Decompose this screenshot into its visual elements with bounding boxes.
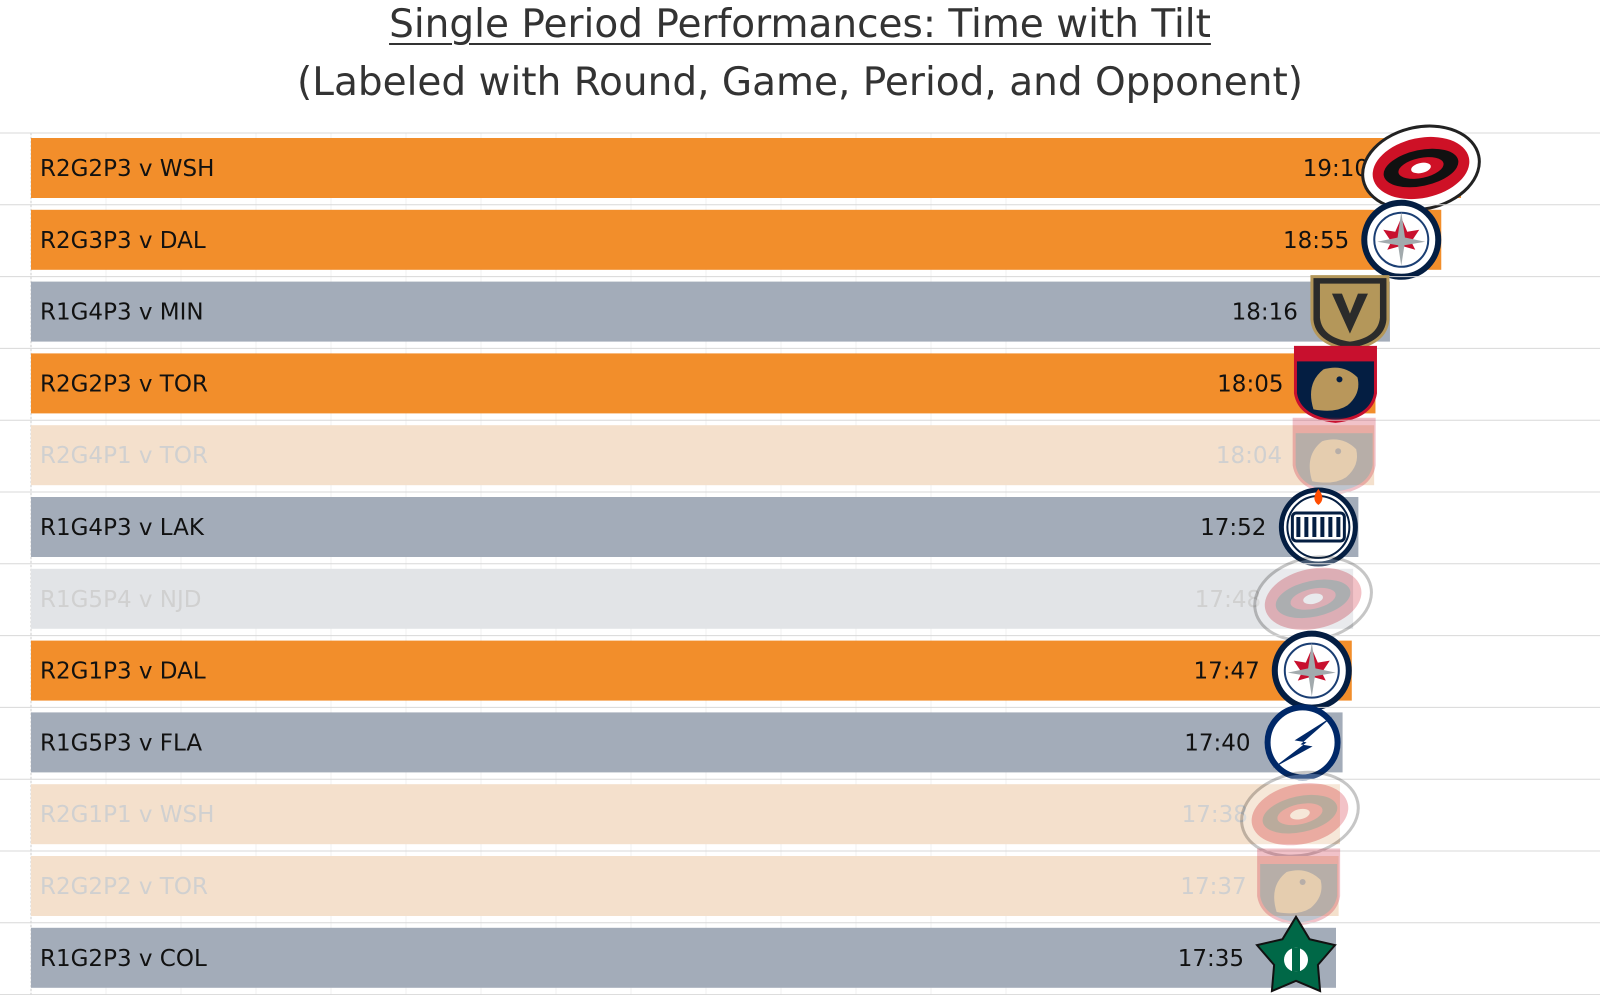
bar-value-label: 17:35 xyxy=(1178,946,1244,972)
bar-row: R2G1P1 v WSH 17:38 xyxy=(0,770,1600,858)
bar-row: R2G1P3 v DAL 17:47 xyxy=(0,630,1600,711)
bar-row: R1G5P3 v FLA 17:40 xyxy=(0,704,1600,781)
bar-row: R1G2P3 v COL 17:35 xyxy=(0,914,1600,993)
bar-label: R2G2P3 v WSH xyxy=(40,156,214,182)
carolina-hurricanes-logo xyxy=(1361,124,1481,212)
bar-row: R1G4P3 v LAK 17:52 xyxy=(0,487,1600,567)
bar xyxy=(31,927,1336,988)
bar-label: R1G5P4 v NJD xyxy=(40,587,202,613)
bar-value-label: 17:47 xyxy=(1193,659,1259,685)
bar xyxy=(31,568,1354,629)
carolina-hurricanes-logo xyxy=(1240,770,1360,858)
bar-value-label: 17:48 xyxy=(1195,587,1261,613)
winnipeg-jets-logo xyxy=(1271,630,1352,711)
bar-value-label: 17:52 xyxy=(1200,515,1266,541)
chart-title: Single Period Performances: Time with Ti… xyxy=(389,2,1211,47)
bar-row: R1G4P3 v MIN 18:16 xyxy=(0,275,1600,352)
bar xyxy=(31,640,1352,701)
bar-value-label: 17:38 xyxy=(1182,802,1248,828)
florida-panthers-logo xyxy=(1292,417,1376,495)
bar-value-label: 18:05 xyxy=(1217,371,1283,397)
bar-label: R1G4P3 v MIN xyxy=(40,300,204,326)
bar-row: R2G2P3 v WSH 19:10 xyxy=(0,124,1600,212)
florida-panthers-logo xyxy=(1257,848,1341,926)
bar-label: R1G4P3 v LAK xyxy=(40,515,205,541)
bar-value-label: 18:04 xyxy=(1216,443,1282,469)
bar-row: R1G5P4 v NJD 17:48 xyxy=(0,555,1600,643)
bar xyxy=(31,353,1376,414)
bar-row: R2G2P3 v TOR 18:05 xyxy=(0,345,1600,423)
edmonton-oilers-logo xyxy=(1278,487,1358,567)
tampa-bay-lightning-logo xyxy=(1264,704,1341,781)
bar xyxy=(31,281,1390,342)
bar-value-label: 17:37 xyxy=(1180,874,1246,900)
bar xyxy=(31,784,1340,845)
bar-label: R2G1P1 v WSH xyxy=(40,802,214,828)
bar-label: R2G2P2 v TOR xyxy=(40,874,208,900)
florida-panthers-logo xyxy=(1293,345,1377,423)
bar-label: R2G2P3 v TOR xyxy=(40,371,208,397)
bar-label: R2G1P3 v DAL xyxy=(40,659,206,685)
bar xyxy=(31,712,1343,773)
bar-row: R2G2P2 v TOR 17:37 xyxy=(0,848,1600,926)
vegas-golden-knights-logo xyxy=(1310,275,1390,352)
bar xyxy=(31,425,1375,486)
dallas-stars-logo xyxy=(1255,914,1337,993)
bar-value-label: 18:55 xyxy=(1283,228,1349,254)
bar-row: R2G3P3 v DAL 18:55 xyxy=(0,199,1600,280)
bar xyxy=(31,497,1359,557)
bar-value-label: 17:40 xyxy=(1184,730,1250,756)
bar-label: R1G2P3 v COL xyxy=(40,946,207,972)
bar-label: R1G5P3 v FLA xyxy=(40,730,202,756)
bar-row: R2G4P1 v TOR 18:04 xyxy=(0,417,1600,495)
bar-label: R2G3P3 v DAL xyxy=(40,228,206,254)
bar-value-label: 19:10 xyxy=(1303,156,1369,182)
bar-label: R2G4P1 v TOR xyxy=(40,443,208,469)
bar xyxy=(31,856,1339,916)
bar xyxy=(31,209,1442,270)
bar-value-label: 18:16 xyxy=(1232,300,1298,326)
bar xyxy=(31,138,1461,198)
winnipeg-jets-logo xyxy=(1361,199,1442,280)
carolina-hurricanes-logo xyxy=(1253,555,1373,643)
chart-subtitle: (Labeled with Round, Game, Period, and O… xyxy=(297,60,1303,105)
